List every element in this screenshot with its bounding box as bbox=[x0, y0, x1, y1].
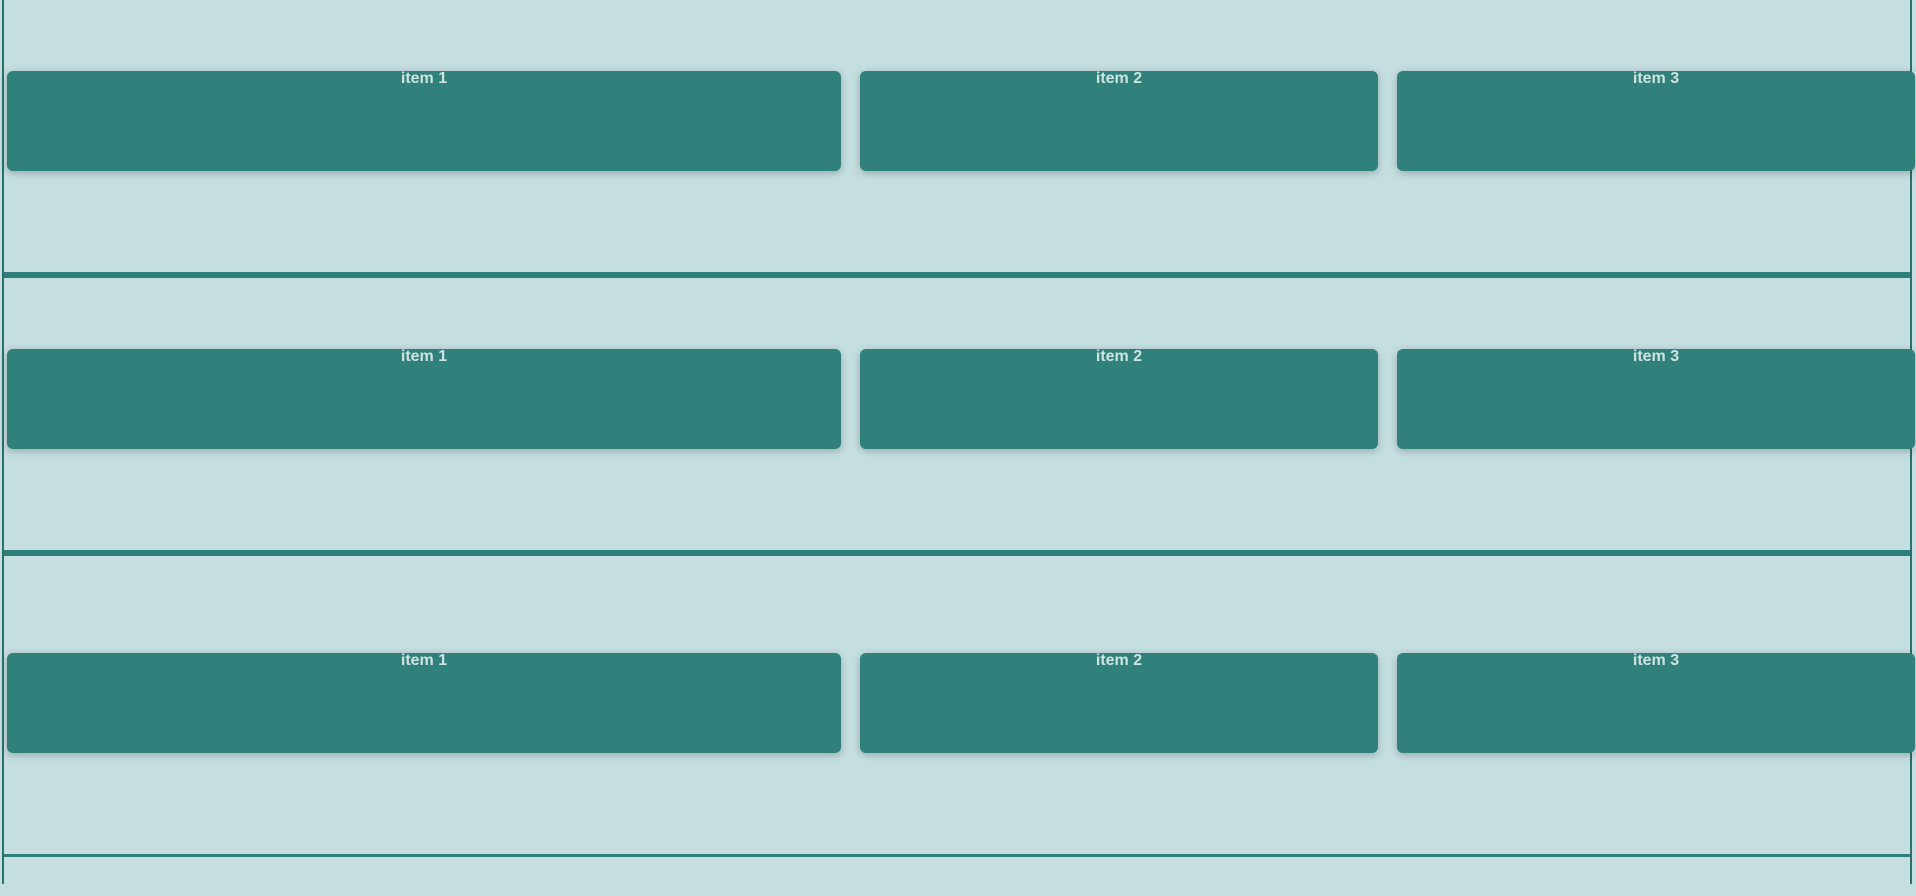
item-label: item 1 bbox=[400, 348, 448, 365]
row-3-item-1: item 1 bbox=[7, 653, 841, 753]
row-2-item-1: item 1 bbox=[7, 349, 841, 449]
item-label: item 1 bbox=[400, 70, 448, 87]
row-3-item-3: item 3 bbox=[1397, 653, 1915, 753]
flex-row-2: item 1 item 2 item 3 bbox=[4, 278, 1915, 556]
item-label: item 3 bbox=[1632, 348, 1680, 365]
item-label: item 2 bbox=[1095, 70, 1143, 87]
flex-row-1: item 1 item 2 item 3 bbox=[4, 0, 1915, 278]
row-2-item-2: item 2 bbox=[860, 349, 1378, 449]
item-label: item 1 bbox=[400, 652, 448, 669]
item-label: item 2 bbox=[1095, 348, 1143, 365]
flex-row-3: item 1 item 2 item 3 bbox=[4, 582, 1915, 857]
row-1-item-2: item 2 bbox=[860, 71, 1378, 171]
item-label: item 3 bbox=[1632, 70, 1680, 87]
row-2-item-3: item 3 bbox=[1397, 349, 1915, 449]
row-1-item-3: item 3 bbox=[1397, 71, 1915, 171]
row-3-item-2: item 2 bbox=[860, 653, 1378, 753]
item-label: item 3 bbox=[1632, 652, 1680, 669]
item-label: item 2 bbox=[1095, 652, 1143, 669]
row-1-item-1: item 1 bbox=[7, 71, 841, 171]
